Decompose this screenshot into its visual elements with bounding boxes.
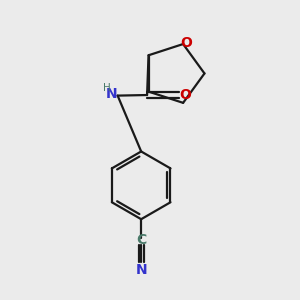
Text: N: N: [135, 263, 147, 277]
Text: N: N: [105, 87, 117, 101]
Text: H: H: [103, 83, 110, 93]
Text: C: C: [136, 233, 146, 247]
Text: O: O: [179, 88, 191, 102]
Text: O: O: [181, 36, 193, 50]
